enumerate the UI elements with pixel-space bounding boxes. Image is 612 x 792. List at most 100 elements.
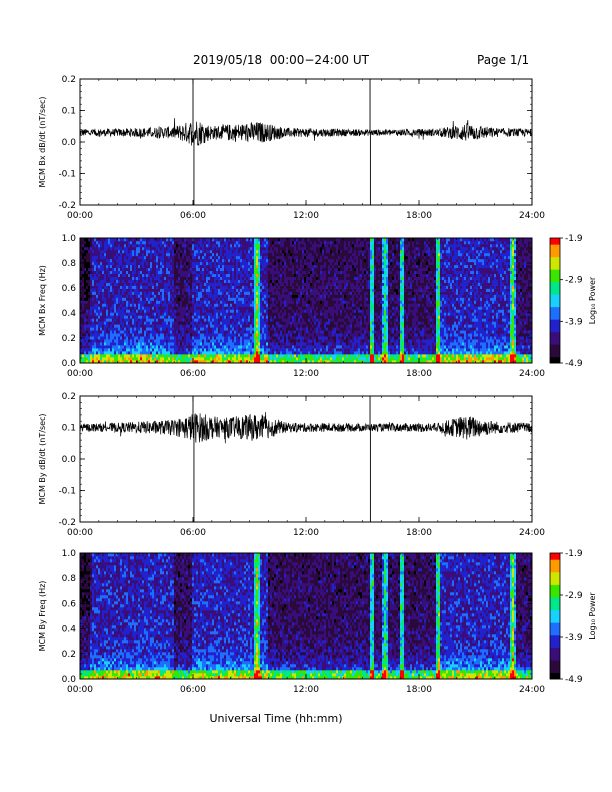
spectrogram-cell [128,262,130,265]
spectrogram-cell [156,256,158,259]
spectrogram-cell [110,277,112,280]
spectrogram-cell [160,244,162,247]
spectrogram-cell [200,330,202,333]
spectrogram-cell [206,354,208,357]
spectrogram-cell [124,247,126,250]
spectrogram-cell [92,342,94,345]
spectrogram-cell [96,351,98,354]
spectrogram-cell [150,336,152,339]
spectrogram-cell [158,295,160,298]
spectrogram-cell [188,312,190,315]
spectrogram-cell [186,312,188,315]
spectrogram-cell [114,324,116,327]
spectrogram-cell [146,253,148,256]
spectrogram-cell [122,259,124,262]
spectrogram-cell [172,354,174,357]
spectrogram-cell [132,244,134,247]
spectrogram-cell [168,336,170,339]
spectrogram-cell [112,274,114,277]
spectrogram-cell [150,327,152,330]
spectrogram-cell [96,324,98,327]
spectrogram-cell [128,277,130,280]
spectrogram-cell [176,303,178,306]
spectrogram-cell [116,345,118,348]
spectrogram-cell [102,256,104,259]
spectrogram-cell [138,306,140,309]
spectrogram-cell [90,277,92,280]
spectrogram-cell [180,292,182,295]
spectrogram-cell [118,241,120,244]
spectrogram-cell [92,306,94,309]
spectrogram-cell [176,253,178,256]
spectrogram-cell [120,345,122,348]
spectrogram-cell [192,327,194,330]
spectrogram-cell [214,265,216,268]
spectrogram-cell [138,268,140,271]
spectrogram-cell [164,271,166,274]
spectrogram-cell [206,268,208,271]
spectrogram-cell [162,247,164,250]
spectrogram-cell [174,241,176,244]
spectrogram-cell [84,327,86,330]
spectrogram-cell [86,241,88,244]
spectrogram-cell [122,298,124,301]
spectrogram-cell [184,339,186,342]
spectrogram-cell [138,253,140,256]
spectrogram-cell [88,280,90,283]
spectrogram-cell [86,298,88,301]
spectrogram-cell [88,262,90,265]
spectrogram-cell [182,321,184,324]
spectrogram-cell [164,333,166,336]
spectrogram-cell [122,342,124,345]
spectrogram-cell [94,244,96,247]
spectrogram-cell [208,244,210,247]
spectrogram-cell [98,342,100,345]
spectrogram-cell [102,277,104,280]
spectrogram-cell [124,259,126,262]
spectrogram-cell [116,324,118,327]
spectrogram-cell [96,259,98,262]
spectrogram-cell [206,289,208,292]
spectrogram-cell [120,295,122,298]
spectrogram-cell [90,321,92,324]
spectrogram-cell [172,318,174,321]
spectrogram-cell [114,339,116,342]
spectrogram-cell [168,265,170,268]
spectrogram-cell [120,298,122,301]
spectrogram-cell [112,309,114,312]
spectrogram-cell [90,354,92,357]
spectrogram-cell [214,256,216,259]
spectrogram-cell [118,324,120,327]
spectrogram-cell [144,303,146,306]
spectrogram-cell [144,348,146,351]
spectrogram-cell [116,274,118,277]
spectrogram-cell [172,321,174,324]
spectrogram-cell [198,321,200,324]
spectrogram-cell [98,280,100,283]
spectrogram-cell [216,336,218,339]
spectrogram-cell [108,259,110,262]
spectrogram-cell [94,280,96,283]
spectrogram-cell [108,327,110,330]
spectrogram-cell [116,351,118,354]
spectrogram-cell [96,330,98,333]
spectrogram-cell [164,357,166,360]
spectrogram-cell [94,298,96,301]
spectrogram-cell [122,265,124,268]
spectrogram-cell [166,268,168,271]
spectrogram-cell [190,318,192,321]
spectrogram-cell [200,265,202,268]
spectrogram-cell [206,303,208,306]
spectrogram-cell [100,339,102,342]
spectrogram-cell [144,306,146,309]
spectrogram-cell [206,357,208,360]
spectrogram-cell [164,244,166,247]
spectrogram-cell [122,256,124,259]
spectrogram-cell [134,244,136,247]
spectrogram-cell [146,318,148,321]
spectrogram-cell [94,315,96,318]
spectrogram-cell [216,301,218,304]
spectrogram-cell [156,333,158,336]
spectrogram-cell [172,327,174,330]
spectrogram-cell [192,271,194,274]
